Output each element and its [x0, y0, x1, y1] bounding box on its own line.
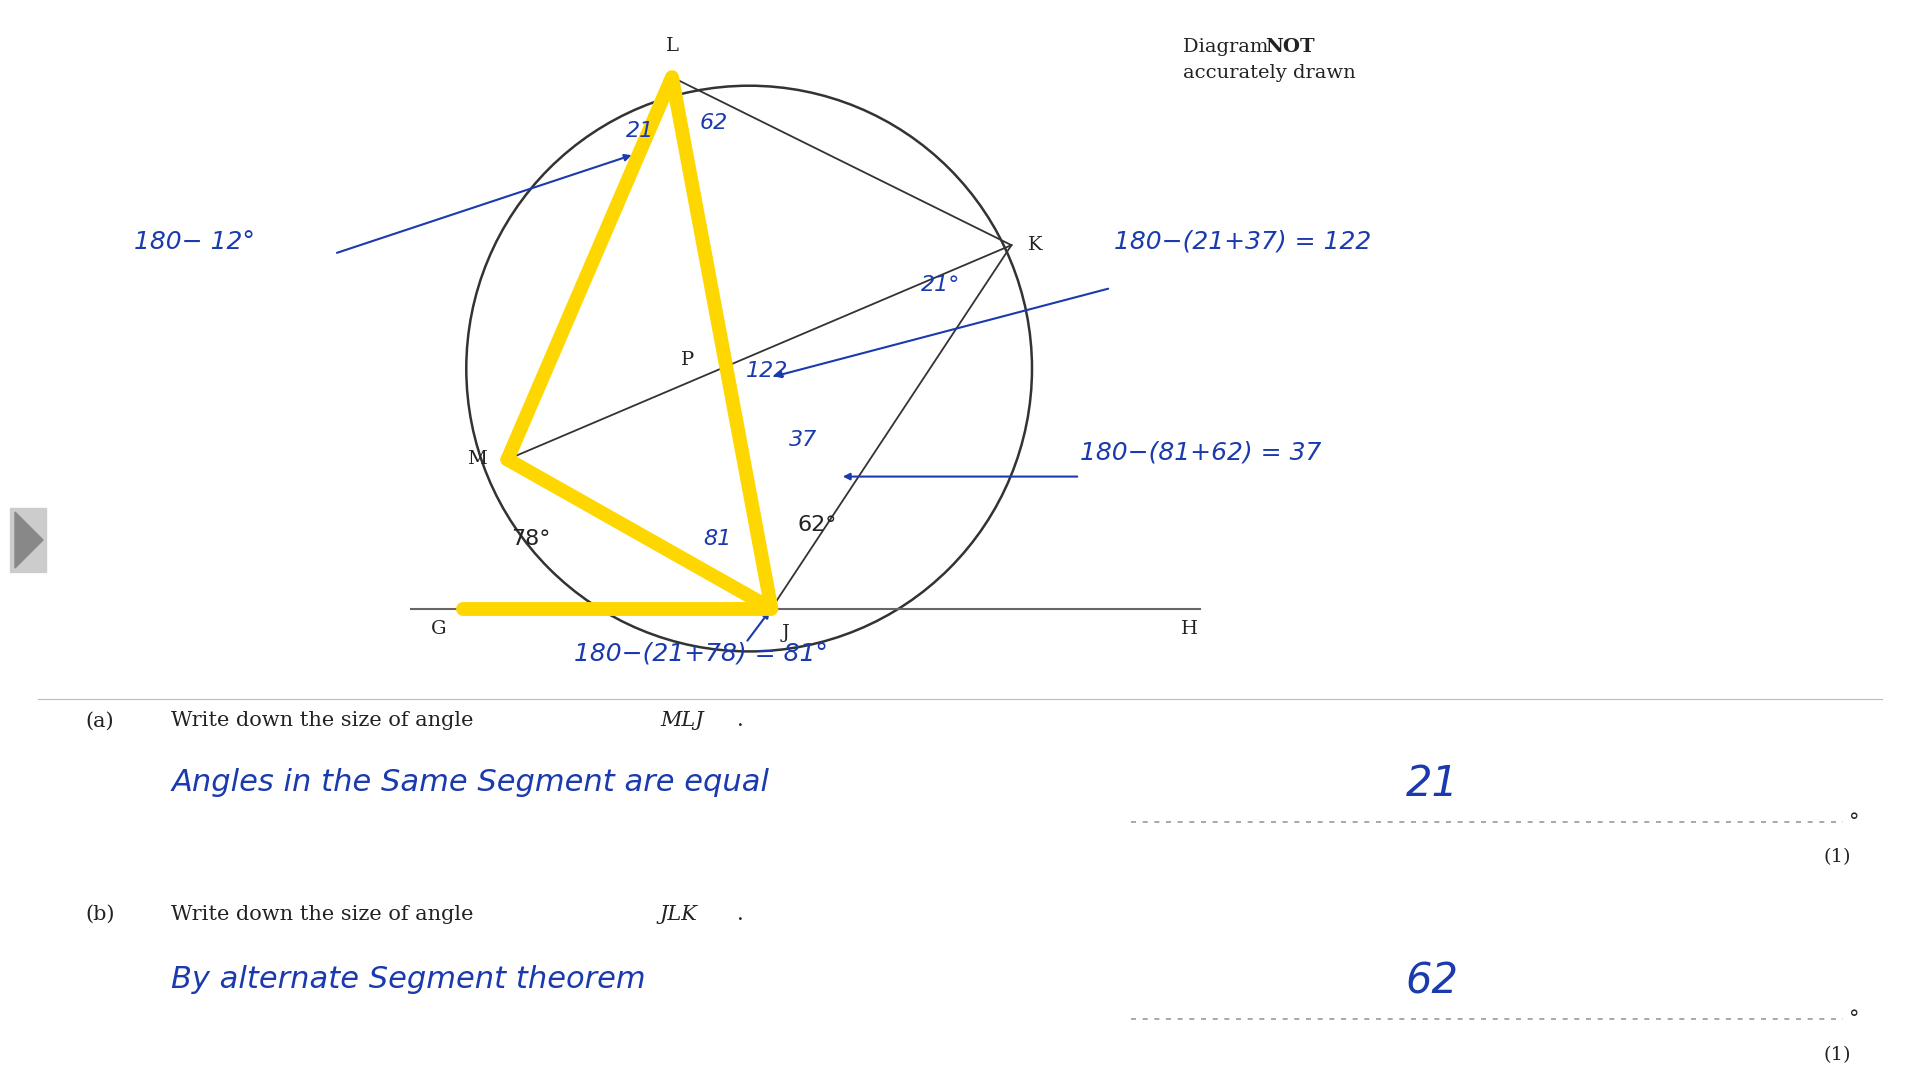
- FancyBboxPatch shape: [10, 508, 46, 572]
- Text: 180−(21+78) = 81°: 180−(21+78) = 81°: [574, 642, 828, 665]
- Text: Diagram: Diagram: [1183, 38, 1275, 56]
- Text: accurately drawn: accurately drawn: [1183, 64, 1356, 82]
- Text: °: °: [1849, 1010, 1859, 1029]
- Text: 62°: 62°: [797, 515, 837, 536]
- Text: By alternate Segment theorem: By alternate Segment theorem: [171, 966, 645, 995]
- Text: 122: 122: [745, 361, 787, 381]
- Text: MLJ: MLJ: [660, 712, 703, 730]
- Polygon shape: [15, 512, 42, 568]
- Text: 21: 21: [1405, 762, 1459, 805]
- Text: 180− 12°: 180− 12°: [134, 230, 255, 254]
- Text: H: H: [1181, 620, 1198, 638]
- Text: M: M: [467, 450, 486, 469]
- Text: Angles in the Same Segment are equal: Angles in the Same Segment are equal: [171, 768, 770, 797]
- Text: P: P: [682, 351, 693, 369]
- Text: 180−(21+37) = 122: 180−(21+37) = 122: [1114, 230, 1371, 254]
- Text: °: °: [1849, 812, 1859, 833]
- Text: 21°: 21°: [920, 275, 960, 296]
- Text: NOT: NOT: [1265, 38, 1315, 56]
- Text: K: K: [1029, 237, 1043, 254]
- Text: Write down the size of angle: Write down the size of angle: [171, 905, 480, 924]
- Text: .: .: [737, 712, 743, 730]
- Text: G: G: [432, 620, 447, 638]
- Text: 62: 62: [699, 112, 728, 133]
- Text: (1): (1): [1824, 1045, 1851, 1064]
- Text: 62: 62: [1405, 960, 1459, 1002]
- Text: 78°: 78°: [511, 529, 551, 549]
- Text: (b): (b): [86, 905, 115, 924]
- Text: J: J: [781, 623, 789, 642]
- Text: .: .: [737, 905, 743, 924]
- Text: L: L: [666, 38, 678, 55]
- Text: (a): (a): [86, 712, 115, 730]
- Text: 37: 37: [789, 430, 816, 449]
- Text: 180−(81+62) = 37: 180−(81+62) = 37: [1079, 441, 1321, 464]
- Text: Write down the size of angle: Write down the size of angle: [171, 712, 480, 730]
- Text: 81: 81: [703, 529, 732, 549]
- Text: 21: 21: [626, 121, 655, 141]
- Text: JLK: JLK: [660, 905, 697, 924]
- Text: (1): (1): [1824, 849, 1851, 866]
